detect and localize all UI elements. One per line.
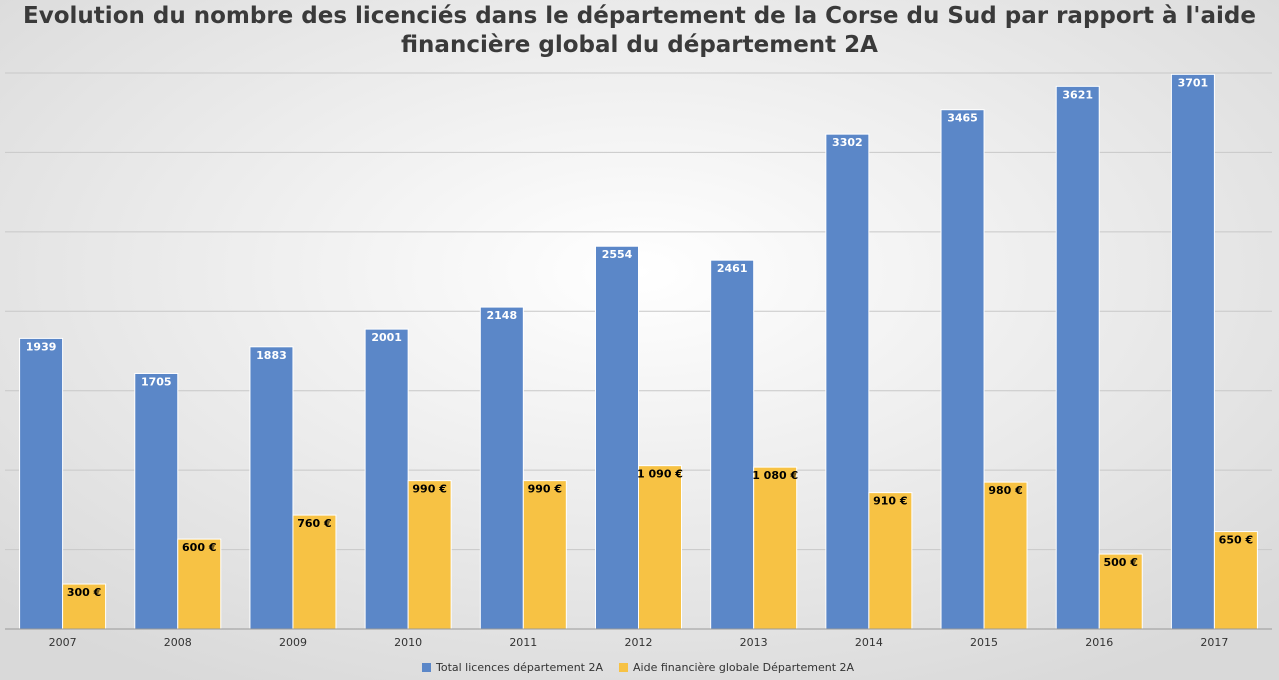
x-tick-label: 2010 <box>394 636 422 649</box>
x-tick-label: 2012 <box>625 636 653 649</box>
bar <box>868 492 913 630</box>
data-label: 600 € <box>182 541 216 554</box>
bar <box>710 259 755 630</box>
legend-label: Total licences département 2A <box>435 661 603 674</box>
x-tick-label: 2011 <box>509 636 537 649</box>
data-label: 910 € <box>873 495 907 508</box>
bar <box>1055 85 1100 630</box>
bar <box>292 514 337 630</box>
bar <box>522 480 567 630</box>
bar <box>983 481 1028 630</box>
bar <box>1213 531 1258 630</box>
x-tick-label: 2013 <box>740 636 768 649</box>
data-label: 1883 <box>256 349 287 362</box>
bar <box>177 538 222 630</box>
bar <box>479 306 524 630</box>
bar <box>753 466 798 630</box>
data-label: 1939 <box>26 340 57 353</box>
data-label: 2148 <box>487 309 518 322</box>
bar <box>19 337 64 630</box>
data-label: 3465 <box>947 112 978 125</box>
data-label: 1 090 € <box>637 468 683 481</box>
bar <box>595 245 639 630</box>
x-tick-label: 2016 <box>1085 636 1113 649</box>
bar <box>1098 553 1143 630</box>
title-box: Evolution du nombre des licenciés dans l… <box>23 3 1256 58</box>
data-label: 980 € <box>988 484 1022 497</box>
legend-swatch <box>619 663 628 672</box>
data-label: 300 € <box>67 586 101 599</box>
data-label: 1 080 € <box>752 469 798 482</box>
data-label: 2461 <box>717 262 748 275</box>
x-tick-label: 2017 <box>1200 636 1228 649</box>
bar <box>1170 73 1215 630</box>
x-tick-label: 2014 <box>855 636 883 649</box>
data-label: 1705 <box>141 375 172 388</box>
bar <box>134 372 179 630</box>
data-label: 990 € <box>528 483 562 496</box>
data-label: 650 € <box>1219 534 1253 547</box>
bar <box>62 583 107 630</box>
data-label: 3302 <box>832 136 863 149</box>
bar <box>249 346 294 630</box>
bar <box>638 465 682 630</box>
bar <box>940 109 985 630</box>
x-tick-label: 2007 <box>49 636 77 649</box>
x-tick-label: 2008 <box>164 636 192 649</box>
bar <box>364 328 409 630</box>
data-label: 3701 <box>1178 76 1209 89</box>
data-label: 2001 <box>371 331 402 344</box>
data-label: 2554 <box>602 248 633 261</box>
legend-label: Aide financière globale Département 2A <box>633 661 854 674</box>
x-tick-label: 2009 <box>279 636 307 649</box>
chart-title: Evolution du nombre des licenciés dans l… <box>23 3 1256 58</box>
legend-swatch <box>422 663 431 672</box>
data-label: 3621 <box>1062 88 1093 101</box>
data-label: 500 € <box>1104 556 1138 569</box>
bar <box>407 480 452 630</box>
bar <box>825 133 870 630</box>
x-tick-label: 2015 <box>970 636 998 649</box>
data-label: 990 € <box>412 483 446 496</box>
data-label: 760 € <box>297 517 331 530</box>
